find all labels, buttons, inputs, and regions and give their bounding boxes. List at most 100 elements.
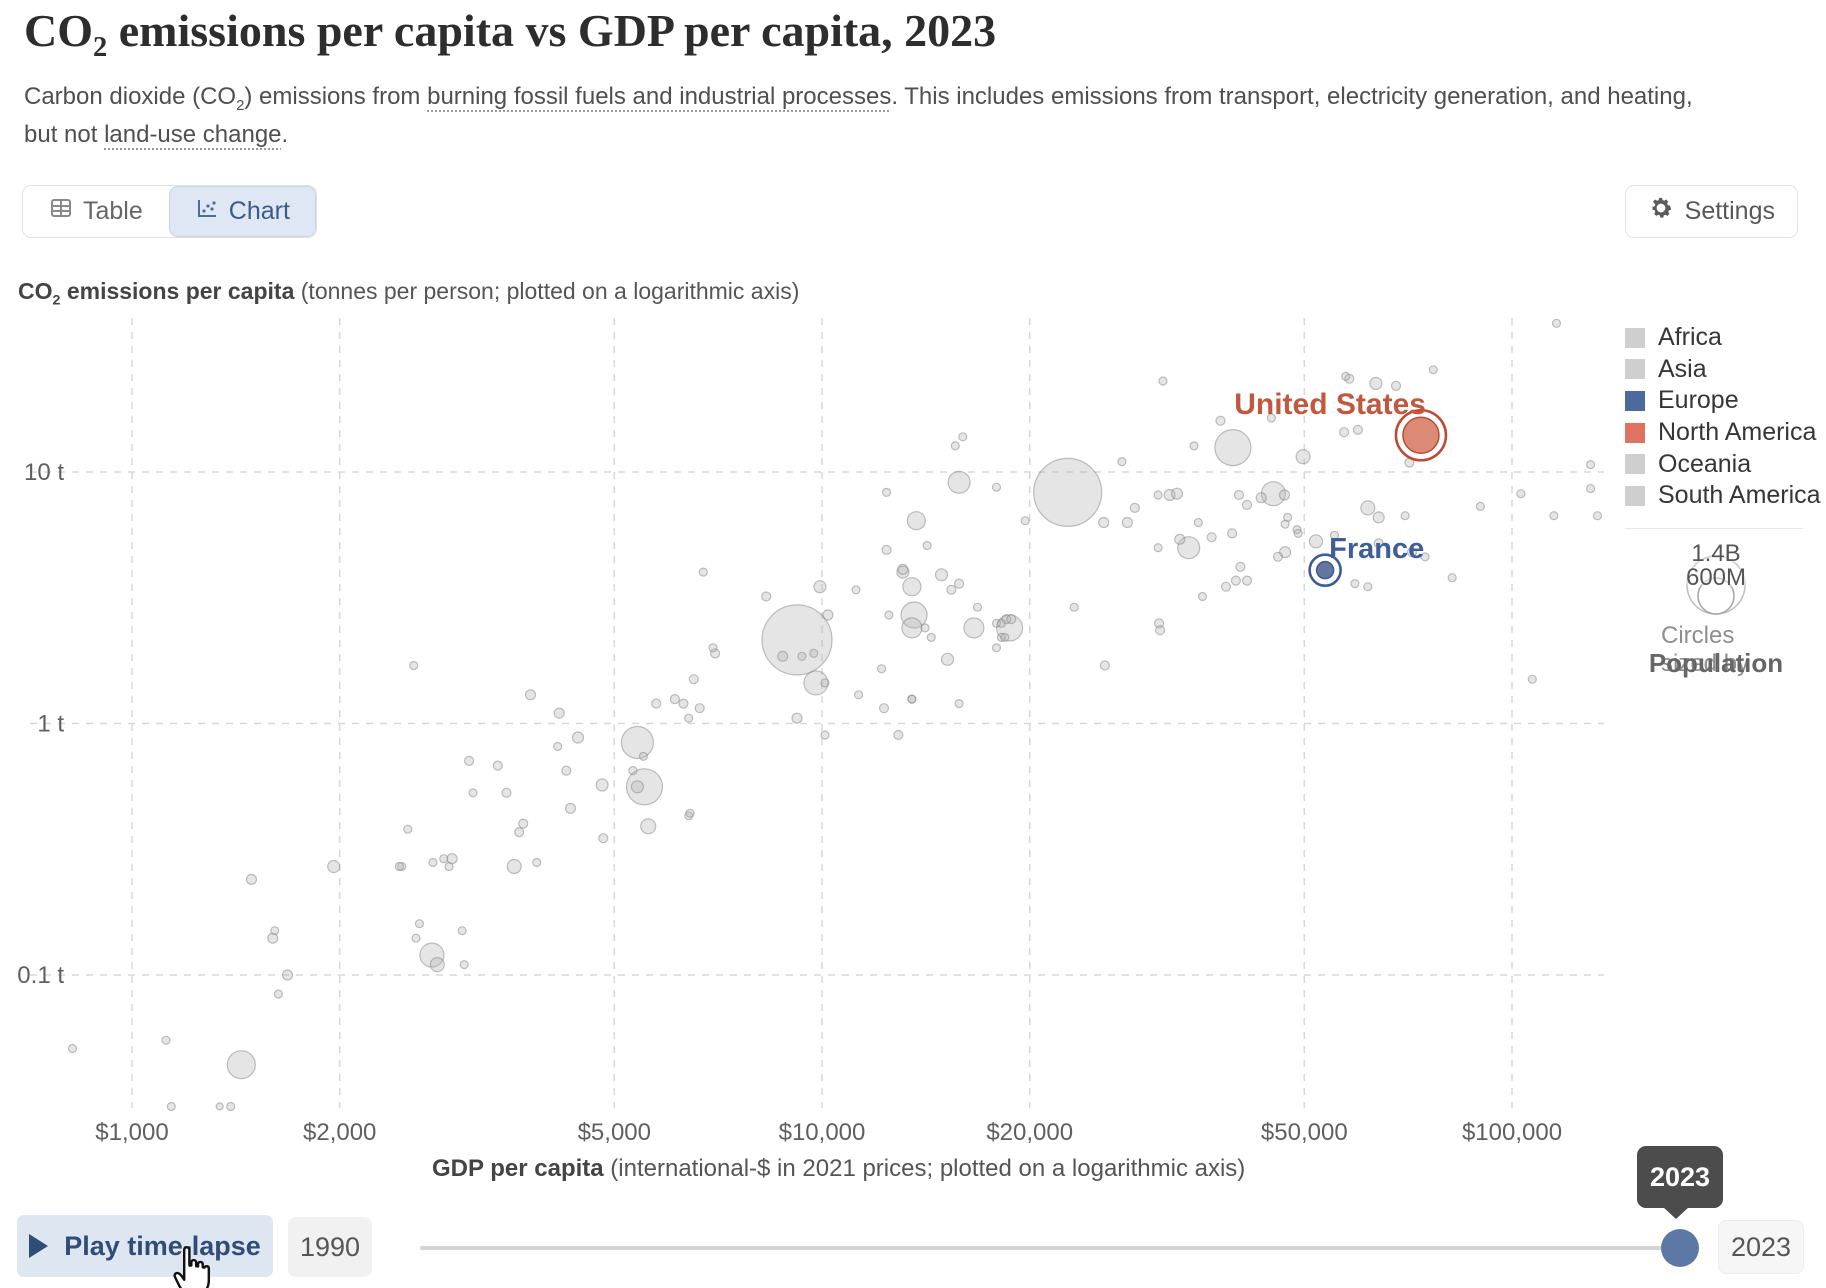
- country-bubble[interactable]: [1000, 632, 1010, 643]
- country-bubble[interactable]: [1360, 500, 1376, 516]
- country-bubble[interactable]: [1241, 575, 1253, 586]
- country-bubble[interactable]: [926, 632, 936, 643]
- country-bubble[interactable]: [1406, 547, 1418, 558]
- country-bubble[interactable]: [1170, 487, 1184, 500]
- country-bubble[interactable]: [851, 585, 861, 595]
- country-bubble[interactable]: [327, 859, 341, 874]
- legend-item-oceania[interactable]: Oceania: [1625, 448, 1821, 480]
- country-bubble[interactable]: [940, 652, 955, 666]
- country-bubble[interactable]: [884, 610, 894, 620]
- country-bubble[interactable]: [267, 932, 279, 944]
- country-bubble[interactable]: [1266, 413, 1277, 423]
- country-bubble[interactable]: [524, 689, 537, 701]
- legend-item-africa[interactable]: Africa: [1625, 322, 1821, 354]
- country-bubble[interactable]: [1226, 528, 1238, 539]
- legend-item-north-america[interactable]: North America: [1625, 417, 1821, 449]
- country-bubble[interactable]: [270, 926, 280, 936]
- country-bubble[interactable]: [281, 969, 294, 981]
- legend-item-asia[interactable]: Asia: [1625, 354, 1821, 386]
- country-bubble[interactable]: [1197, 591, 1208, 602]
- country-bubble-france[interactable]: [1315, 560, 1335, 580]
- timeline-track[interactable]: [420, 1246, 1680, 1250]
- country-bubble[interactable]: [901, 617, 923, 639]
- country-bubble[interactable]: [506, 858, 522, 875]
- timeline-start-year[interactable]: 1990: [288, 1217, 372, 1277]
- country-bubble[interactable]: [620, 725, 655, 760]
- country-bubble[interactable]: [1129, 502, 1140, 513]
- country-bubble[interactable]: [394, 861, 404, 872]
- country-bubble[interactable]: [878, 703, 890, 714]
- country-bubble[interactable]: [459, 959, 469, 970]
- country-bubble[interactable]: [1475, 501, 1486, 511]
- country-bubble[interactable]: [708, 643, 718, 653]
- country-bubble[interactable]: [897, 563, 909, 576]
- country-bubble[interactable]: [907, 694, 917, 704]
- country-bubble[interactable]: [414, 919, 425, 929]
- country-bubble[interactable]: [896, 565, 910, 579]
- country-bubble[interactable]: [518, 818, 529, 829]
- timeline-end-year[interactable]: 2023: [1718, 1220, 1804, 1274]
- country-bubble[interactable]: [1098, 516, 1110, 529]
- country-bubble[interactable]: [1154, 625, 1166, 636]
- country-bubble[interactable]: [803, 670, 829, 696]
- country-bubble[interactable]: [1428, 365, 1438, 375]
- country-bubble[interactable]: [777, 650, 789, 662]
- country-bubble[interactable]: [429, 956, 445, 973]
- country-bubble[interactable]: [625, 768, 664, 806]
- country-bubble[interactable]: [678, 698, 689, 709]
- country-bubble[interactable]: [972, 602, 983, 612]
- country-bubble[interactable]: [694, 703, 705, 714]
- country-bubble[interactable]: [1340, 371, 1351, 381]
- country-bubble[interactable]: [761, 591, 772, 602]
- tab-chart[interactable]: Chart: [168, 186, 316, 237]
- country-bubble[interactable]: [934, 568, 949, 582]
- country-bubble[interactable]: [1033, 457, 1103, 527]
- country-bubble[interactable]: [1230, 575, 1242, 586]
- country-bubble[interactable]: [1420, 552, 1430, 562]
- country-bubble[interactable]: [1350, 578, 1360, 589]
- country-bubble[interactable]: [820, 678, 830, 688]
- country-bubble[interactable]: [1193, 517, 1203, 528]
- country-bubble[interactable]: [881, 544, 892, 556]
- country-bubble[interactable]: [669, 693, 681, 705]
- country-bubble[interactable]: [876, 664, 887, 674]
- country-bubble[interactable]: [640, 818, 657, 835]
- country-bubble[interactable]: [166, 1101, 176, 1112]
- country-bubble[interactable]: [698, 567, 708, 577]
- country-bubble[interactable]: [595, 778, 609, 792]
- country-bubble[interactable]: [1020, 516, 1030, 526]
- country-bubble[interactable]: [881, 487, 892, 497]
- country-bubble[interactable]: [1373, 538, 1384, 549]
- country-bubble[interactable]: [553, 707, 565, 719]
- country-bubble[interactable]: [1206, 532, 1217, 543]
- country-bubble[interactable]: [906, 511, 926, 531]
- country-bubble[interactable]: [822, 609, 834, 621]
- country-bubble-united-states[interactable]: [1402, 416, 1440, 454]
- country-bubble[interactable]: [954, 698, 964, 709]
- country-bubble[interactable]: [963, 617, 985, 639]
- country-bubble[interactable]: [468, 788, 478, 798]
- country-bubble[interactable]: [598, 833, 609, 844]
- country-bubble[interactable]: [991, 618, 1002, 629]
- settings-button[interactable]: Settings: [1624, 185, 1798, 238]
- country-bubble[interactable]: [464, 755, 475, 767]
- country-bubble[interactable]: [1235, 561, 1246, 572]
- country-bubble[interactable]: [273, 989, 283, 999]
- country-bubble[interactable]: [1585, 483, 1596, 494]
- country-bubble[interactable]: [628, 765, 638, 776]
- country-bubble[interactable]: [922, 540, 932, 551]
- country-bubble[interactable]: [684, 713, 694, 723]
- country-bubble[interactable]: [996, 618, 1007, 629]
- country-bubble[interactable]: [813, 580, 827, 594]
- country-bubble[interactable]: [492, 760, 503, 771]
- country-bubble[interactable]: [561, 765, 572, 776]
- country-bubble[interactable]: [161, 1035, 171, 1045]
- country-bubble[interactable]: [991, 643, 1002, 653]
- country-bubble[interactable]: [1338, 427, 1350, 438]
- country-bubble[interactable]: [1280, 519, 1290, 529]
- country-bubble[interactable]: [571, 731, 585, 744]
- country-bubble[interactable]: [893, 729, 904, 741]
- country-bubble[interactable]: [1153, 543, 1163, 553]
- country-bubble[interactable]: [501, 787, 512, 798]
- country-bubble[interactable]: [1174, 533, 1186, 545]
